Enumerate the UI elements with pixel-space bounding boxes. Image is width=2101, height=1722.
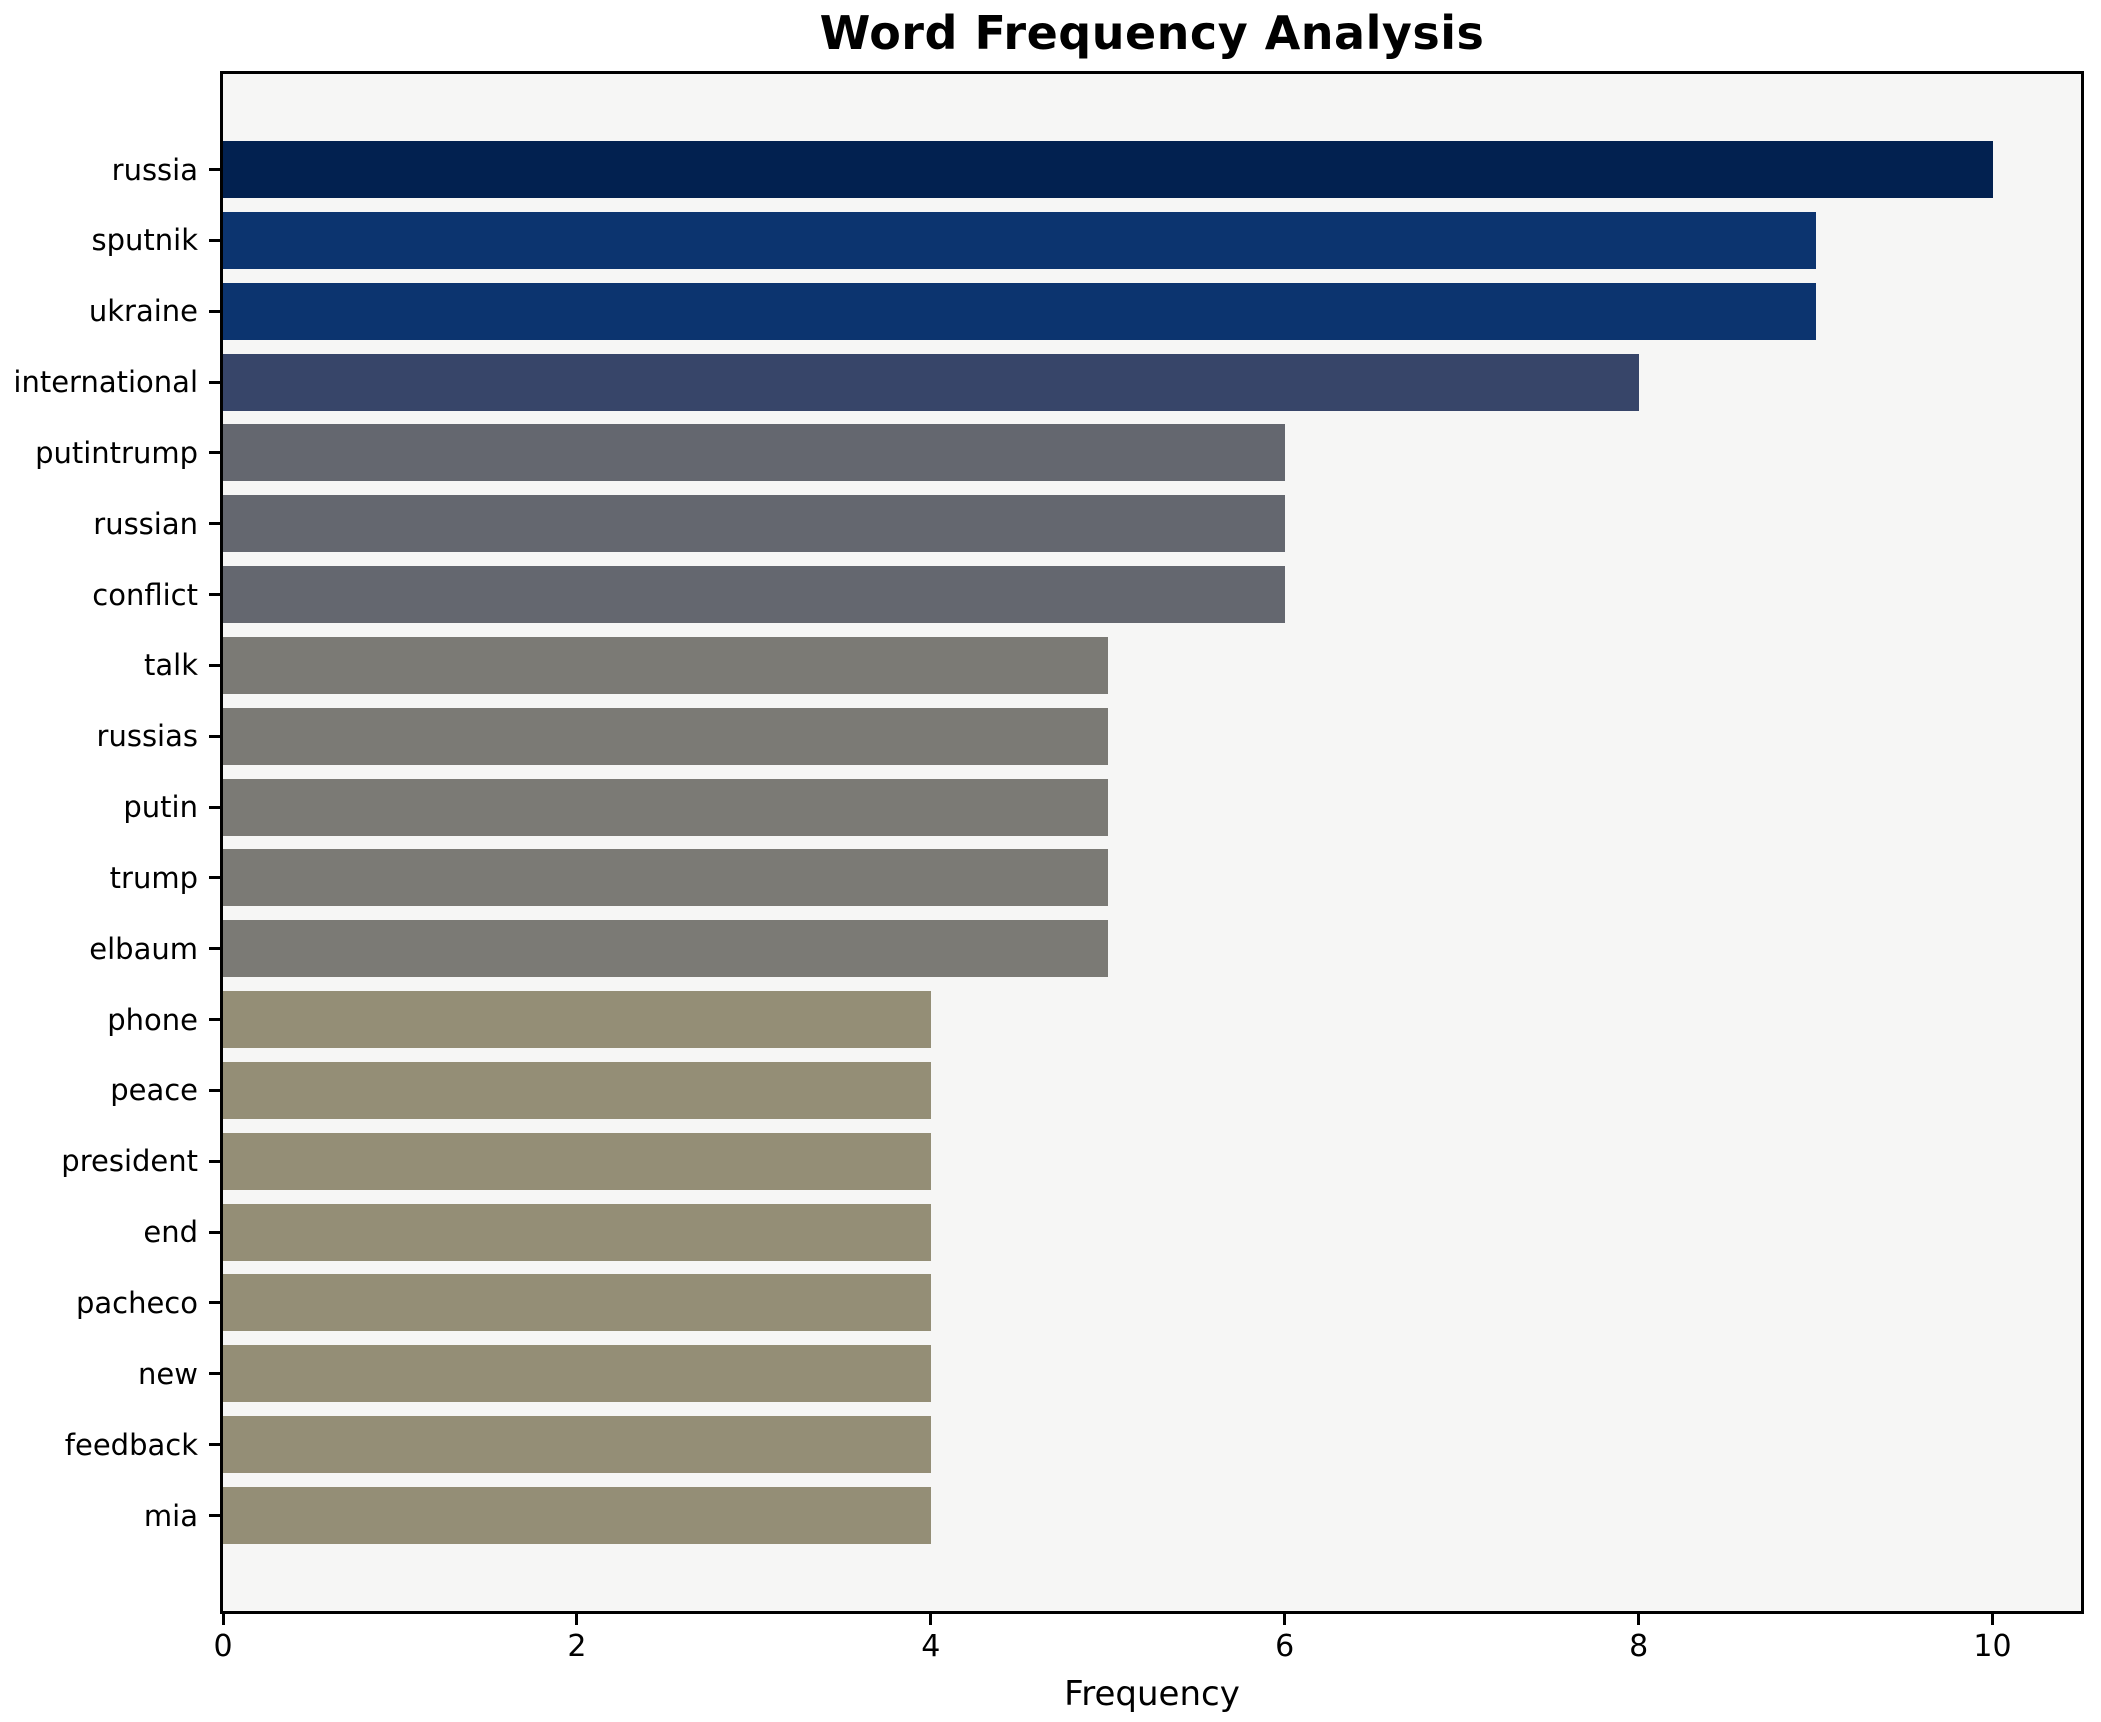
bar-president [223, 1132, 931, 1190]
bar-ukraine [223, 282, 1816, 340]
x-tick-mark [929, 1614, 933, 1625]
bar-russian [223, 495, 1285, 553]
bar-talk [223, 636, 1108, 694]
y-tick-label-russia: russia [111, 152, 198, 187]
bar-phone [223, 991, 931, 1049]
x-tick-mark [575, 1614, 579, 1625]
y-tick-label-peace: peace [110, 1073, 198, 1108]
y-tick-mark [209, 663, 220, 667]
x-tick-mark [1637, 1614, 1641, 1625]
y-tick-label-putintrump: putintrump [35, 435, 198, 470]
y-tick-mark [209, 1088, 220, 1092]
y-tick-mark [209, 593, 220, 597]
plot-area [220, 71, 2084, 1614]
x-axis-label: Frequency [1064, 1674, 1240, 1714]
x-tick-label-4: 4 [921, 1629, 941, 1664]
y-tick-mark [209, 451, 220, 455]
y-tick-label-pacheco: pacheco [75, 1285, 198, 1320]
y-tick-label-mia: mia [143, 1498, 198, 1533]
y-tick-label-new: new [138, 1356, 198, 1391]
y-tick-label-phone: phone [107, 1002, 198, 1037]
x-tick-label-8: 8 [1629, 1629, 1649, 1664]
y-tick-label-russias: russias [96, 719, 198, 754]
x-tick-mark [1991, 1614, 1995, 1625]
bar-end [223, 1203, 931, 1261]
y-tick-label-conflict: conflict [92, 577, 198, 612]
bar-russia [223, 141, 1993, 198]
y-tick-mark [209, 805, 220, 809]
y-tick-label-end: end [143, 1215, 198, 1250]
bar-putin [223, 778, 1108, 836]
y-tick-mark [209, 876, 220, 880]
y-tick-mark [209, 1018, 220, 1022]
y-tick-mark [209, 1514, 220, 1517]
x-tick-label-10: 10 [1973, 1629, 2012, 1664]
y-tick-label-russian: russian [93, 506, 198, 541]
chart-title: Word Frequency Analysis [819, 6, 1485, 60]
y-tick-mark [209, 1159, 220, 1163]
x-tick-mark [1283, 1614, 1287, 1625]
bar-peace [223, 1061, 931, 1119]
y-tick-mark [209, 1230, 220, 1234]
bar-russias [223, 707, 1108, 765]
plot-canvas [223, 74, 2081, 1611]
y-tick-mark [209, 309, 220, 313]
y-tick-label-sputnik: sputnik [91, 223, 199, 258]
y-tick-label-feedback: feedback [64, 1427, 198, 1462]
y-tick-label-putin: putin [123, 790, 198, 825]
y-tick-label-talk: talk [144, 648, 198, 683]
x-tick-label-2: 2 [567, 1629, 587, 1664]
x-tick-label-6: 6 [1275, 1629, 1295, 1664]
bar-feedback [223, 1416, 931, 1474]
bar-putintrump [223, 424, 1285, 482]
bar-elbaum [223, 920, 1108, 978]
bar-new [223, 1345, 931, 1403]
bar-trump [223, 849, 1108, 907]
y-tick-label-elbaum: elbaum [89, 931, 198, 966]
bar-international [223, 353, 1639, 411]
bar-pacheco [223, 1274, 931, 1332]
y-tick-mark [209, 168, 220, 171]
y-tick-label-ukraine: ukraine [88, 294, 198, 329]
bar-conflict [223, 566, 1285, 624]
y-tick-mark [209, 1301, 220, 1305]
y-tick-label-president: president [61, 1144, 198, 1179]
y-tick-label-international: international [13, 365, 198, 400]
y-tick-mark [209, 947, 220, 951]
y-tick-mark [209, 734, 220, 738]
y-tick-mark [209, 1372, 220, 1376]
y-tick-mark [209, 522, 220, 526]
x-tick-mark [221, 1614, 225, 1625]
y-tick-mark [209, 238, 220, 242]
x-tick-label-0: 0 [213, 1629, 233, 1664]
y-tick-mark [209, 1443, 220, 1447]
bar-sputnik [223, 211, 1816, 269]
y-tick-mark [209, 380, 220, 384]
y-tick-label-trump: trump [109, 860, 198, 895]
bar-mia [223, 1487, 931, 1544]
